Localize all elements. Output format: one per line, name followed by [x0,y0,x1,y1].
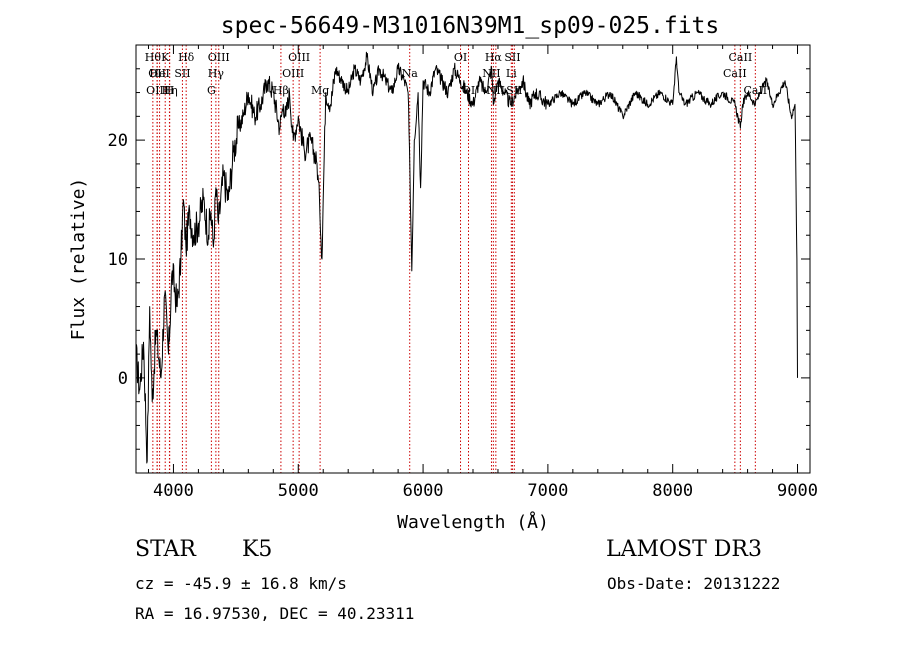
plot-frame [135,44,811,474]
line-label-27: CaII [743,84,767,97]
object-class: STAR [135,537,196,562]
line-label-8: Hδ [178,51,195,64]
survey-name: LAMOST DR3 [606,537,762,562]
line-label-16: Na [402,67,419,80]
redshift-info: cz = -45.9 ± 16.8 km/s [135,574,347,593]
line-label-26: CaII [729,51,753,64]
line-label-9: G [207,84,216,97]
x-tick-label-1: 5000 [278,481,319,501]
x-tick-label-3: 7000 [527,481,568,501]
line-label-22: Li [506,67,517,80]
x-axis-label: Wavelength (Å) [397,511,549,533]
x-tick-label-0: 4000 [153,481,194,501]
y-axis-label: Flux (relative) [68,178,89,341]
line-label-21: NII [487,84,505,97]
line-label-19: NII [482,67,500,80]
line-label-13: OIII [282,67,304,80]
observation-date: Obs-Date: 20131222 [607,574,781,593]
y-tick-label-2: 20 [108,131,128,151]
emission-line-markers [152,45,756,473]
line-label-11: OIII [208,51,230,64]
line-label-1: OII [148,67,166,80]
line-label-4: K [161,51,170,64]
chart-title: spec-56649-M31016N39M1_sp09-025.fits [221,13,720,39]
line-label-5: Hη [162,84,178,97]
coordinates-info: RA = 16.97530, DEC = 40.23311 [135,604,415,623]
object-subclass: K5 [242,537,273,562]
line-label-18: OI [462,84,475,97]
line-labels: Hθ OII OIII HeI K HηH SII Hδ G Hγ OIII Hβ OIII OIII Mg… [145,51,767,97]
x-tick-label-5: 9000 [777,481,818,501]
line-label-7: SII [174,67,190,80]
line-label-10: Hγ [208,67,225,80]
line-label-20: Hα [485,51,503,64]
axis-ticks: 4000 5000 6000 7000 8000 9000 0 10 20 [108,44,818,501]
line-label-17: OI [454,51,467,64]
line-label-2: OIII [146,84,168,97]
line-label-3: HeI [149,67,169,80]
line-label-23: SII [504,51,520,64]
x-tick-label-4: 8000 [652,481,693,501]
spectrum-line [135,51,798,464]
line-label-15: Mg [311,84,329,97]
line-label-6: H [165,84,175,97]
line-label-0: Hθ [145,51,162,64]
x-tick-label-2: 6000 [403,481,444,501]
y-tick-label-0: 0 [118,369,128,389]
spectrum-series [135,51,798,464]
line-label-25: CaII [723,67,747,80]
line-label-24: SII [506,84,522,97]
y-tick-label-1: 10 [108,250,128,270]
line-label-14: OIII [288,51,310,64]
line-label-12: Hβ [273,84,289,97]
